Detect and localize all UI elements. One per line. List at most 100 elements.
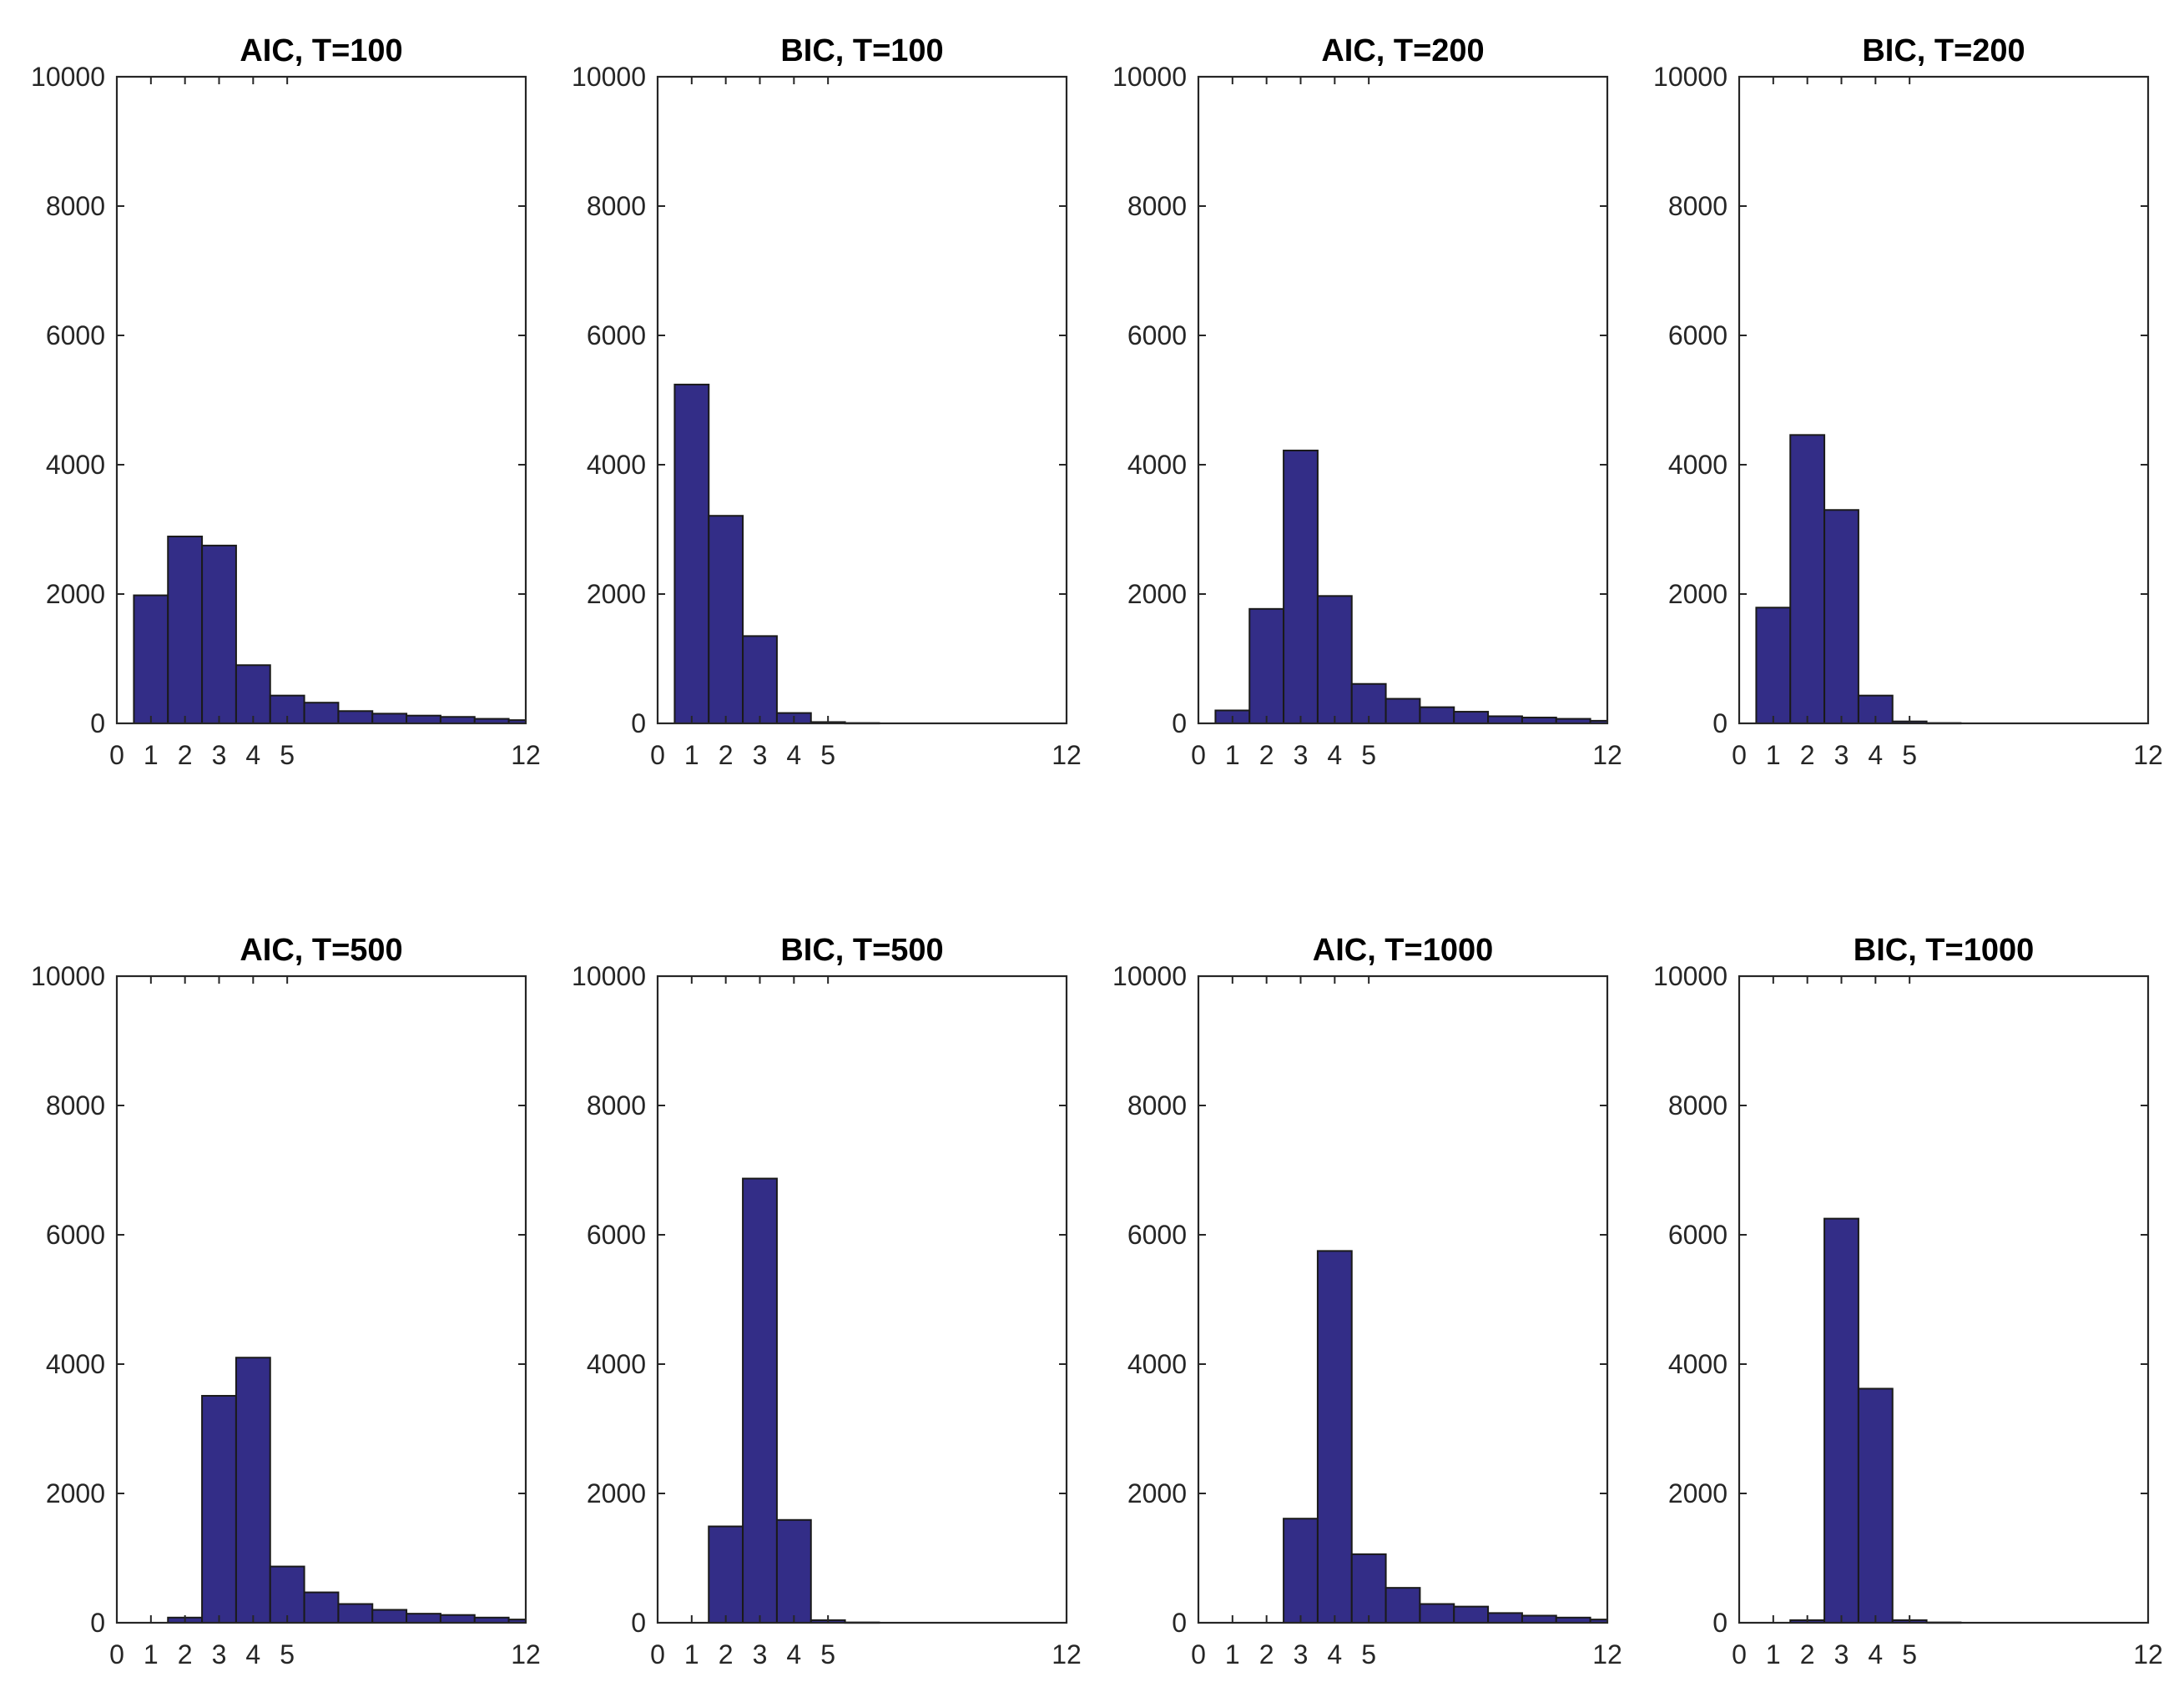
y-tick-label: 4000 (1127, 450, 1187, 480)
x-tick-label: 4 (245, 1639, 260, 1669)
x-tick-label: 3 (1834, 1639, 1849, 1669)
x-tick-label: 3 (212, 740, 227, 770)
y-tick-label: 6000 (1668, 1220, 1728, 1250)
axes-frame (1197, 974, 1609, 1624)
histogram-bar (235, 1357, 271, 1624)
x-tick-label: 12 (511, 740, 541, 770)
x-tick-label: 0 (650, 740, 665, 770)
x-tick-label: 2 (719, 1639, 734, 1669)
x-tick-label: 1 (1766, 740, 1781, 770)
histogram-bar (1823, 1217, 1859, 1624)
x-tick-label: 12 (1052, 1639, 1082, 1669)
y-tick-label: 8000 (587, 191, 646, 221)
panel-title: BIC, T=200 (1862, 33, 2025, 68)
x-tick-label: 0 (1732, 1639, 1747, 1669)
y-tick-label: 4000 (587, 450, 646, 480)
histogram-bar (1385, 1587, 1421, 1624)
y-tick-label: 6000 (587, 1220, 646, 1250)
panel-title: AIC, T=500 (240, 933, 402, 968)
y-tick-label: 2000 (46, 1478, 105, 1508)
x-tick-label: 0 (1191, 740, 1206, 770)
y-tick-label: 2000 (1668, 579, 1728, 609)
y-tick-label: 2000 (587, 579, 646, 609)
y-tick-label: 4000 (46, 1349, 105, 1379)
histogram-bar (1857, 1387, 1894, 1624)
histogram-bar (708, 1525, 744, 1624)
y-tick-label: 4000 (587, 1349, 646, 1379)
panel-title: BIC, T=1000 (1854, 933, 2035, 968)
histogram-bar (775, 1518, 812, 1624)
x-tick-label: 5 (1902, 740, 1917, 770)
x-tick-label: 5 (820, 740, 835, 770)
histogram-bar (303, 702, 340, 725)
y-tick-label: 2000 (1668, 1478, 1728, 1508)
y-tick-label: 10000 (1112, 62, 1187, 92)
y-tick-label: 10000 (31, 62, 105, 92)
y-tick-label: 4000 (1668, 1349, 1728, 1379)
y-tick-label: 0 (1172, 1608, 1187, 1638)
y-tick-label: 10000 (572, 62, 646, 92)
histogram-bar (406, 1613, 441, 1624)
x-tick-label: 12 (1592, 740, 1622, 770)
histogram-bar (742, 635, 778, 724)
x-tick-label: 4 (1327, 1639, 1342, 1669)
panel-title: BIC, T=100 (780, 33, 943, 68)
histogram-bar (1755, 607, 1792, 725)
x-tick-label: 1 (144, 740, 159, 770)
x-tick-label: 1 (684, 1639, 699, 1669)
x-tick-label: 1 (1766, 1639, 1781, 1669)
x-tick-label: 4 (786, 1639, 801, 1669)
histogram-bar (1316, 595, 1353, 725)
histogram-bar (1487, 715, 1523, 724)
axes-frame (115, 75, 527, 725)
x-tick-label: 2 (178, 740, 193, 770)
x-tick-label: 0 (109, 740, 124, 770)
x-tick-label: 4 (1327, 740, 1342, 770)
y-tick-label: 6000 (587, 320, 646, 350)
histogram-bar (1316, 1250, 1353, 1624)
axes-frame (656, 974, 1068, 1624)
y-tick-label: 10000 (1112, 961, 1187, 991)
x-tick-label: 3 (1294, 740, 1309, 770)
histogram-bar (303, 1591, 340, 1624)
y-tick-label: 0 (90, 1608, 105, 1638)
histogram-bar (167, 536, 204, 725)
y-tick-label: 4000 (1127, 1349, 1187, 1379)
x-tick-label: 3 (1834, 740, 1849, 770)
histogram-bar (1823, 509, 1859, 724)
histogram-bar (201, 1394, 237, 1624)
y-tick-label: 2000 (587, 1478, 646, 1508)
histogram-bar (1419, 706, 1455, 724)
x-tick-label: 5 (1902, 1639, 1917, 1669)
histogram-bar (337, 1603, 374, 1624)
x-tick-label: 1 (1225, 1639, 1240, 1669)
x-tick-label: 5 (280, 1639, 295, 1669)
x-tick-label: 3 (753, 740, 768, 770)
y-tick-label: 8000 (1668, 1090, 1728, 1120)
y-tick-label: 2000 (1127, 1478, 1187, 1508)
histogram-bar (1453, 1605, 1490, 1624)
histogram-bar (439, 1614, 476, 1624)
histogram-bar (708, 515, 744, 724)
y-tick-label: 4000 (46, 450, 105, 480)
y-tick-label: 0 (1712, 1608, 1728, 1638)
x-tick-label: 5 (280, 740, 295, 770)
y-tick-label: 0 (90, 708, 105, 738)
y-tick-label: 10000 (31, 961, 105, 991)
x-tick-label: 5 (1361, 740, 1376, 770)
x-tick-label: 5 (820, 1639, 835, 1669)
axes-frame (1197, 75, 1609, 725)
histogram-bar (742, 1177, 778, 1624)
y-tick-label: 2000 (46, 579, 105, 609)
y-tick-label: 6000 (1668, 320, 1728, 350)
x-tick-label: 2 (178, 1639, 193, 1669)
x-tick-label: 2 (1259, 1639, 1274, 1669)
y-tick-label: 0 (631, 1608, 646, 1638)
x-tick-label: 12 (2133, 740, 2163, 770)
axes-frame (1738, 75, 2150, 725)
histogram-bar (201, 544, 237, 724)
